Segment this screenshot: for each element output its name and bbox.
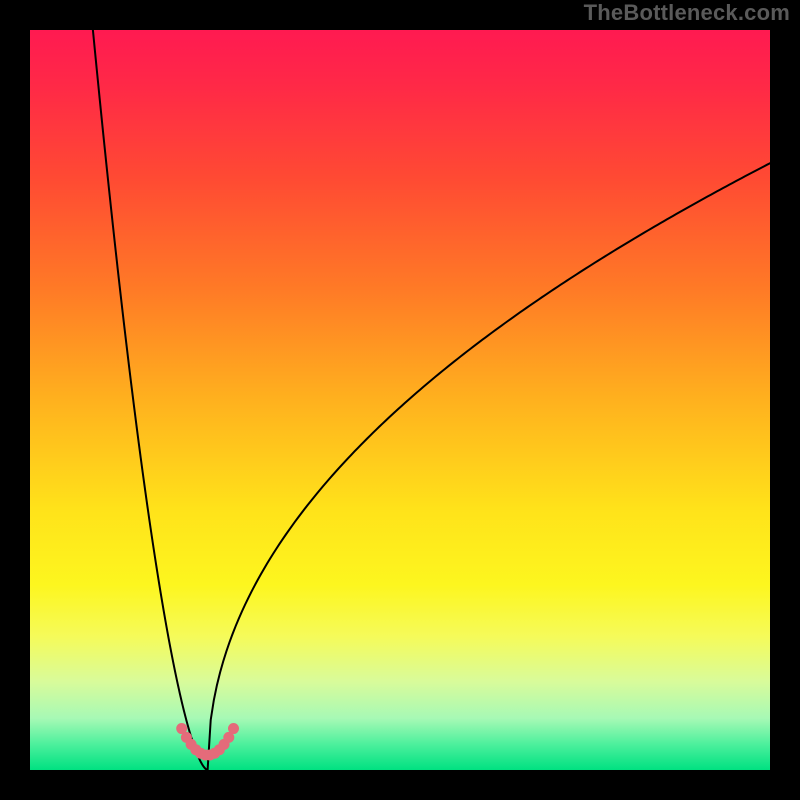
chart-frame: TheBottleneck.com	[0, 0, 800, 800]
chart-svg	[0, 0, 800, 800]
watermark-text: TheBottleneck.com	[584, 0, 790, 26]
valley-marker-dot	[228, 723, 239, 734]
chart-background-gradient	[30, 30, 770, 770]
